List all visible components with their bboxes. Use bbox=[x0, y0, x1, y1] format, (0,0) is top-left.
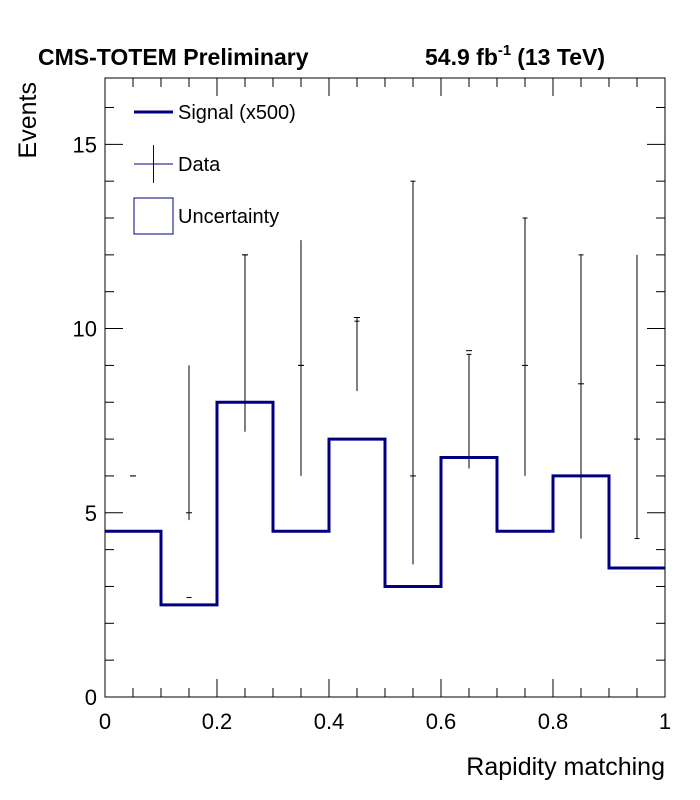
x-axis-title: Rapidity matching bbox=[466, 753, 665, 781]
x-tick-label: 0.8 bbox=[538, 709, 569, 734]
luminosity-exponent: -1 bbox=[498, 42, 511, 59]
energy-label: (13 TeV) bbox=[517, 44, 605, 70]
x-tick-label: 0.6 bbox=[426, 709, 457, 734]
svg-text:54.9 fb-1(13 TeV): 54.9 fb-1 (13 TeV) bbox=[425, 42, 605, 70]
legend-label: Data bbox=[178, 154, 221, 176]
legend-label: Uncertainty bbox=[178, 206, 279, 228]
y-axis-title: Events bbox=[14, 82, 42, 158]
legend-label: Signal (x500) bbox=[178, 102, 296, 124]
x-tick-label: 0.4 bbox=[314, 709, 345, 734]
legend: Signal (x500) Data Uncertainty bbox=[133, 102, 296, 235]
legend-uncertainty-box bbox=[133, 197, 174, 235]
y-tick-label: 0 bbox=[85, 685, 97, 710]
luminosity-value: 54.9 fb bbox=[425, 44, 498, 70]
y-tick-label: 10 bbox=[73, 317, 97, 342]
signal-histogram bbox=[105, 400, 665, 607]
y-tick-label: 5 bbox=[85, 501, 97, 526]
x-tick-label: 0.2 bbox=[202, 709, 233, 734]
x-tick-label: 1 bbox=[659, 709, 671, 734]
x-tick-label: 0 bbox=[99, 709, 111, 734]
y-tick-label: 15 bbox=[73, 132, 97, 157]
experiment-label: CMS-TOTEM Preliminary bbox=[38, 44, 309, 70]
plot-area bbox=[105, 180, 665, 607]
luminosity-label: 54.9 fb-1 (13 TeV) bbox=[425, 42, 605, 70]
